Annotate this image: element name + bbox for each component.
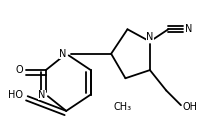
Text: N: N: [38, 90, 46, 100]
Text: OH: OH: [183, 102, 198, 112]
Text: HO: HO: [8, 90, 23, 100]
Text: N: N: [146, 32, 154, 41]
Text: O: O: [16, 65, 23, 75]
Text: N: N: [59, 49, 66, 59]
Text: CH₃: CH₃: [113, 102, 131, 112]
Text: N: N: [185, 24, 192, 34]
